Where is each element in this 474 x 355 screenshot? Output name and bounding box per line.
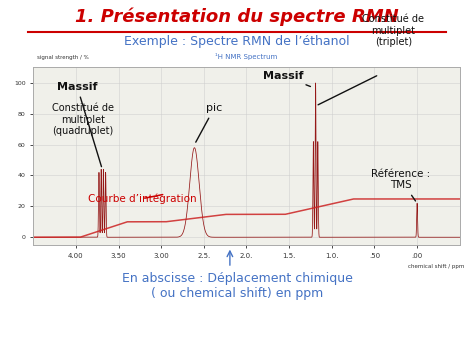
Text: pic: pic: [196, 103, 222, 142]
Text: signal strength / %: signal strength / %: [37, 55, 89, 60]
Text: chemical shift / ppm: chemical shift / ppm: [408, 264, 464, 269]
Text: Référence :
TMS: Référence : TMS: [371, 169, 430, 201]
Text: Exemple : Spectre RMN de l’éthanol: Exemple : Spectre RMN de l’éthanol: [124, 35, 350, 48]
Text: ¹H NMR Spectrum: ¹H NMR Spectrum: [215, 53, 278, 60]
Text: Constitué de
multiplet
(triplet): Constitué de multiplet (triplet): [363, 14, 424, 48]
Text: En abscisse : Déplacement chimique
( ou chemical shift) en ppm: En abscisse : Déplacement chimique ( ou …: [121, 272, 353, 300]
Text: Courbe d’intégration: Courbe d’intégration: [88, 193, 196, 204]
Text: Massif: Massif: [263, 71, 310, 87]
Text: Constitué de
multiplet
(quadruplet): Constitué de multiplet (quadruplet): [52, 103, 114, 136]
Text: 1. Présentation du spectre RMN: 1. Présentation du spectre RMN: [75, 8, 399, 26]
Text: Massif: Massif: [57, 82, 101, 166]
